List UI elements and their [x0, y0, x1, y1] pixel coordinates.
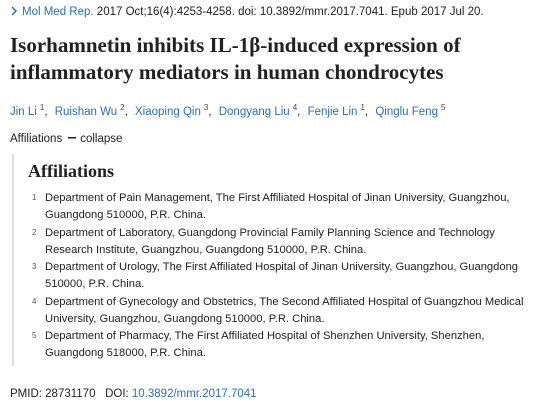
author-affiliation[interactable]: 5 — [440, 103, 446, 112]
minus-icon — [68, 136, 77, 139]
affiliation-text: Department of Pain Management, The First… — [45, 192, 510, 221]
author-affiliation[interactable]: 1 — [360, 103, 365, 112]
affiliation-item: 3 Department of Urology, The First Affili… — [14, 259, 535, 293]
author[interactable]: Xiaoping Qin 3 — [135, 103, 216, 118]
affiliation-item: 1 Department of Pain Management, The Firs… — [14, 190, 535, 224]
toggle-action[interactable]: collapse — [80, 133, 123, 145]
affiliation-item: 4 Department of Gynecology and Obstetrics… — [14, 294, 535, 328]
author[interactable]: Fenjie Lin 1 — [307, 103, 373, 118]
author-name[interactable]: Qinglu Feng — [375, 105, 438, 118]
author[interactable]: Ruishan Wu 2 — [54, 103, 132, 118]
affiliations-panel: Affiliations 1 Department of Pain Managem… — [12, 154, 550, 366]
doi-link[interactable]: 10.3892/mmr.2017.7041 — [131, 388, 257, 400]
affiliation-text: Department of Urology, The First Affilia… — [45, 261, 519, 290]
affiliation-item: 2 Department of Laboratory, Guangdong Pro… — [14, 225, 535, 259]
author-affiliation[interactable]: 2 — [120, 103, 125, 112]
affiliation-item: 5 Department of Pharmacy, The First Affil… — [14, 328, 535, 362]
chevron-icon — [11, 6, 18, 16]
author-affiliation[interactable]: 1 — [39, 103, 45, 112]
article-title: Isorhamnetin inhibits IL-1β-induced expr… — [10, 33, 461, 84]
toggle-label: Affiliations — [10, 133, 63, 145]
affiliations-heading: Affiliations — [28, 161, 115, 181]
affiliation-number: 2 — [32, 227, 37, 237]
author-name[interactable]: Dongyang Liu — [218, 105, 290, 118]
author[interactable]: Dongyang Liu 4 — [218, 103, 305, 118]
doi-label: DOI: — [105, 388, 129, 400]
author-name[interactable]: Fenjie Lin — [307, 105, 358, 118]
author-affiliation[interactable]: 4 — [292, 103, 298, 112]
affiliation-number: 1 — [32, 193, 37, 202]
affiliations-toggle[interactable]: Affiliations collapse — [10, 133, 122, 145]
author-name[interactable]: Xiaoping Qin — [135, 105, 201, 118]
affiliation-text: Department of Gynecology and Obstetrics,… — [45, 295, 524, 325]
affiliation-list: 1 Department of Pain Management, The Firs… — [14, 190, 550, 362]
affiliation-number: 3 — [32, 262, 37, 271]
author[interactable]: Qinglu Feng 5 — [375, 103, 446, 118]
identifiers: PMID: 28731170 DOI: 10.3892/mmr.2017.704… — [10, 388, 257, 400]
affiliation-text: Department of Pharmacy, The First Affili… — [45, 330, 485, 359]
author-name[interactable]: Jin Li — [10, 105, 37, 118]
affiliation-number: 4 — [32, 296, 37, 306]
citation: Mol Med Rep. 2017 Oct;16(4):4253-4258. d… — [10, 6, 484, 18]
pmid-label: PMID: — [10, 388, 42, 400]
author[interactable]: Jin Li 1 — [10, 103, 52, 118]
author-affiliation[interactable]: 3 — [203, 103, 209, 112]
pmid: 28731170 — [45, 388, 96, 400]
journal-link[interactable]: Mol Med Rep. — [22, 6, 94, 18]
author-name[interactable]: Ruishan Wu — [54, 105, 118, 118]
affiliation-number: 5 — [32, 331, 37, 340]
affiliation-text: Department of Laboratory, Guangdong Prov… — [45, 226, 495, 256]
citation-details: 2017 Oct;16(4):4253-4258. doi: 10.3892/m… — [96, 6, 484, 18]
